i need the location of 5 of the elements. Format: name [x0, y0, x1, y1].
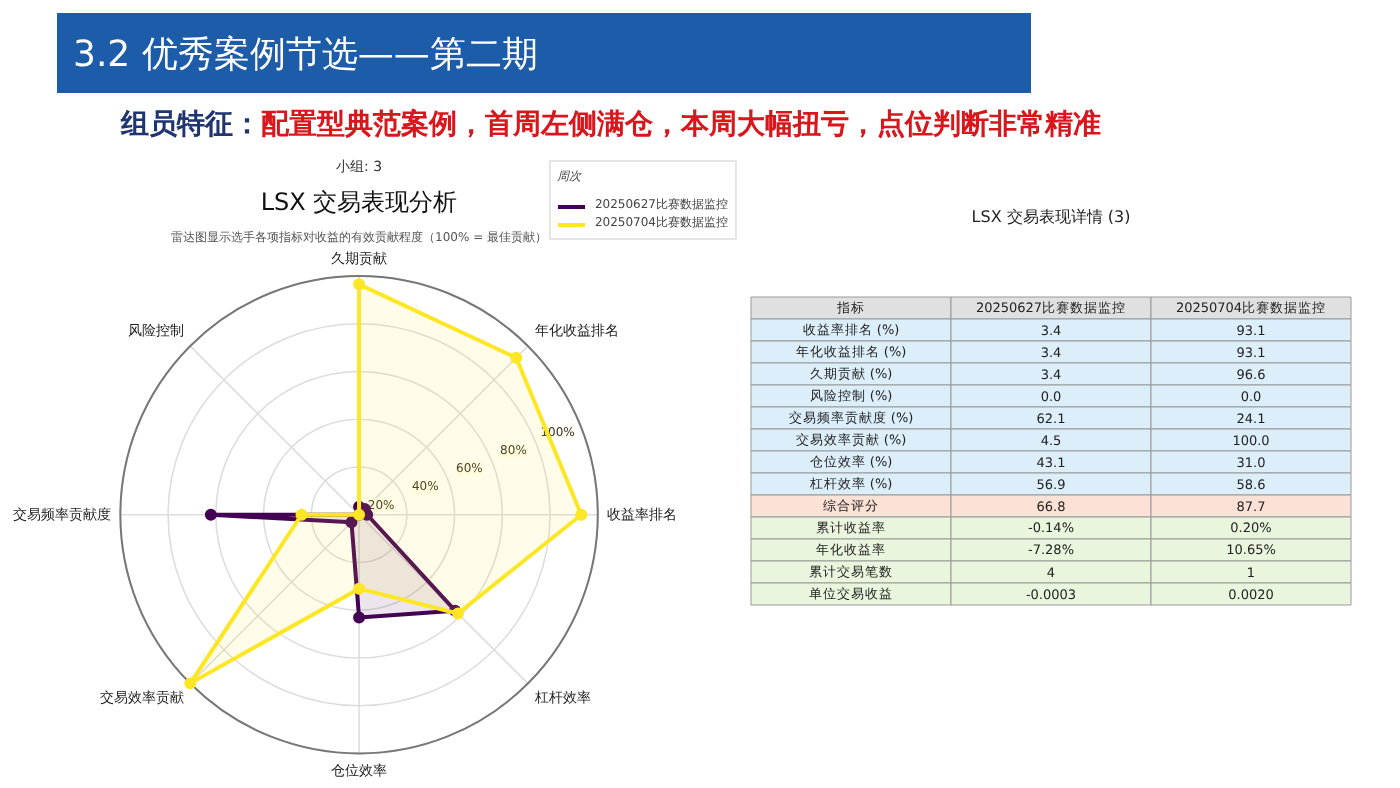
text: LSX 交易表现详情 (3)	[971, 208, 1131, 226]
text: 配置型典范案例，首周左侧满仓，本周大幅扭亏，点位判断非常精准	[261, 107, 1101, 141]
text: LSX 交易表现分析	[260, 188, 458, 217]
text: 组员特征：	[119, 109, 261, 141]
text: 3.2 优秀案例节选——第二期	[73, 34, 538, 76]
